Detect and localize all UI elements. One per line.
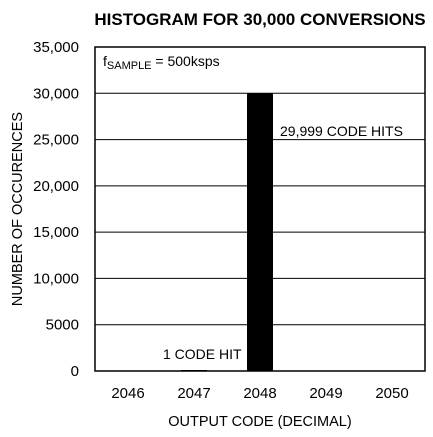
y-tick-label: 0 <box>71 363 79 380</box>
y-tick-label: 35,000 <box>33 39 79 56</box>
x-tick-label: 2048 <box>243 385 276 402</box>
bars <box>181 93 273 371</box>
x-tick-label: 2049 <box>309 385 342 402</box>
peak-hits-annotation: 29,999 CODE HITS <box>280 123 403 139</box>
plot-frame <box>94 46 426 372</box>
y-tick-label: 30,000 <box>33 85 79 102</box>
y-axis-title: NUMBER OF OCCURENCES <box>10 112 26 306</box>
y-tick-labels: 0 5000 10,000 15,000 20,000 25,000 30,000 35,00… <box>33 39 79 380</box>
x-tick-labels: 2046 2047 2048 2049 2050 <box>111 385 408 402</box>
low-hits-annotation: 1 CODE HIT <box>163 346 242 362</box>
x-tick-label: 2046 <box>111 385 144 402</box>
sample-rate-annotation: fSAMPLE = 500ksps <box>103 53 220 72</box>
y-tick-label: 5000 <box>46 317 79 334</box>
bar-2048 <box>247 93 273 371</box>
y-tick-label: 15,000 <box>33 224 79 241</box>
y-tick-label: 10,000 <box>33 270 79 287</box>
y-tick-label: 25,000 <box>33 132 79 149</box>
y-tick-label: 20,000 <box>33 178 79 195</box>
x-tick-label: 2047 <box>177 385 210 402</box>
x-tick-label: 2050 <box>375 385 408 402</box>
x-axis-title: OUTPUT CODE (DECIMAL) <box>168 414 351 430</box>
chart-title: HISTOGRAM FOR 30,000 CONVERSIONS <box>94 10 425 29</box>
